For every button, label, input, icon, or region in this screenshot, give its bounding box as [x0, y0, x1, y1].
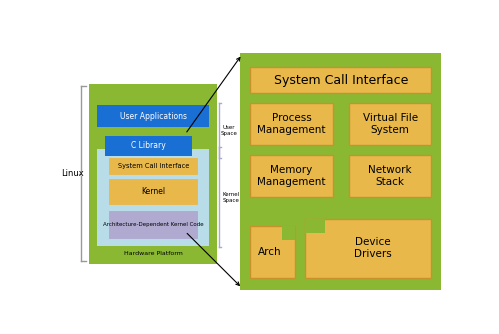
- Bar: [304, 218, 431, 278]
- Text: Kernel: Kernel: [141, 187, 165, 196]
- Bar: [108, 210, 198, 239]
- Text: User Applications: User Applications: [120, 112, 187, 121]
- Bar: [250, 103, 333, 145]
- Bar: [250, 67, 431, 93]
- Bar: [108, 178, 198, 205]
- Text: Kernel
Space: Kernel Space: [223, 192, 240, 203]
- Text: Network
Stack: Network Stack: [368, 165, 412, 187]
- Text: Virtual File
System: Virtual File System: [362, 113, 418, 135]
- Text: User
Space: User Space: [220, 125, 237, 136]
- Bar: [89, 84, 217, 264]
- Bar: [108, 157, 198, 175]
- Text: Linux: Linux: [61, 169, 83, 178]
- Text: C Library: C Library: [131, 141, 166, 150]
- Bar: [250, 226, 294, 278]
- Text: Arch: Arch: [257, 247, 281, 257]
- Bar: [349, 155, 431, 197]
- Bar: [97, 149, 210, 246]
- Text: Process
Management: Process Management: [257, 113, 326, 135]
- Text: Memory
Management: Memory Management: [257, 165, 326, 187]
- Bar: [282, 226, 294, 240]
- Text: Hardware Platform: Hardware Platform: [124, 251, 183, 256]
- Bar: [97, 106, 210, 127]
- Text: System Call Interface: System Call Interface: [273, 74, 408, 87]
- Text: Architecture-Dependent Kernel Code: Architecture-Dependent Kernel Code: [103, 222, 204, 227]
- Bar: [250, 155, 333, 197]
- Text: System Call Interface: System Call Interface: [118, 163, 189, 169]
- Bar: [241, 53, 441, 290]
- Bar: [105, 136, 192, 156]
- Bar: [304, 218, 325, 233]
- Bar: [349, 103, 431, 145]
- Text: Device
Drivers: Device Drivers: [354, 237, 392, 259]
